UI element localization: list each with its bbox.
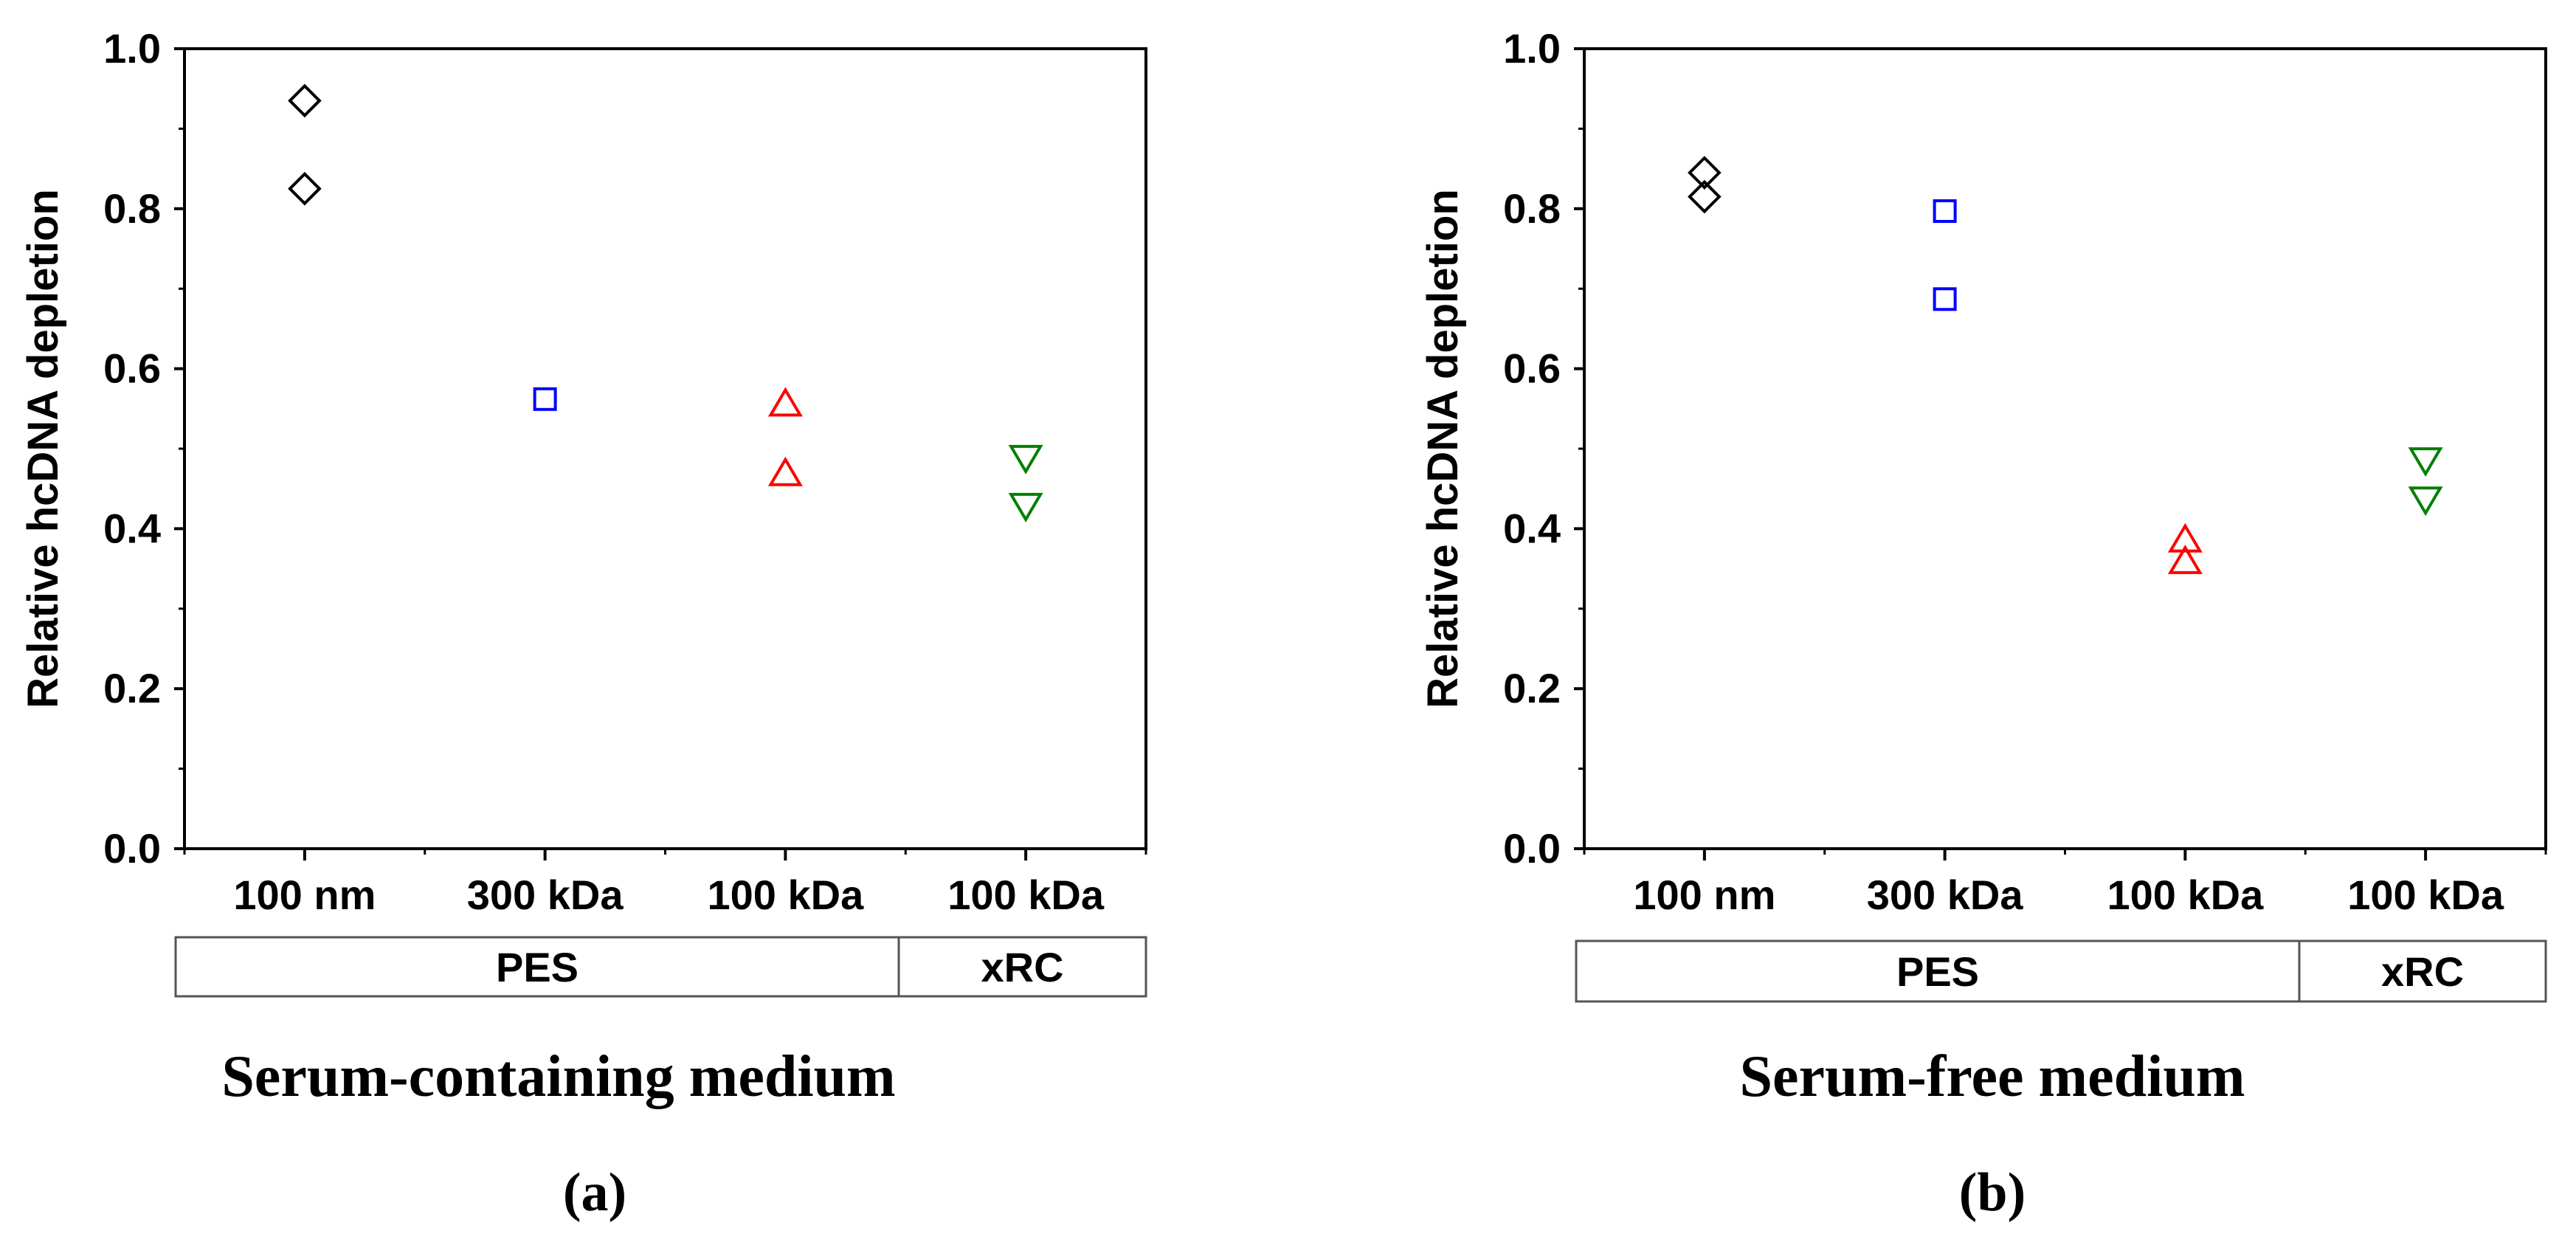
y-tick-label: 0.6 (1503, 345, 1561, 392)
x-category-label: 100 kDa (708, 872, 865, 918)
group-label: xRC (2381, 948, 2464, 995)
chart-panel-1: 0.0 0.2 0.4 0.6 0.8 1.0 100 nm 300 kDa 100 kDa 10… (19, 25, 1147, 1223)
data-point-triangle-down (1008, 444, 1043, 475)
y-tick-label: 0.2 (1503, 665, 1561, 711)
y-tick-label: 0.0 (103, 825, 161, 872)
y-tick-label: 0.2 (103, 665, 161, 711)
y-tick-label: 1.0 (103, 25, 161, 72)
data-point-diamond (288, 83, 322, 118)
data-point-triangle-up (767, 387, 803, 417)
data-point-square (1933, 287, 1957, 311)
x-category-label: 300 kDa (467, 872, 624, 918)
data-point-square (533, 387, 557, 411)
group-label: PES (1896, 948, 1979, 995)
y-tick-label: 0.0 (1503, 825, 1561, 872)
group-label: PES (496, 944, 579, 990)
group-box (897, 936, 1147, 998)
group-label: xRC (981, 944, 1063, 990)
data-point-triangle-down (2408, 447, 2443, 477)
plot-frame (1583, 47, 2547, 850)
data-point-diamond (1688, 179, 1722, 214)
x-category-label: 300 kDa (1867, 872, 2024, 918)
x-category-label: 100 kDa (2347, 872, 2504, 918)
y-tick-label: 0.4 (103, 505, 161, 551)
x-category-label: 100 nm (233, 872, 376, 918)
chart-panel-2: 0.0 0.2 0.4 0.6 0.8 1.0 100 nm 300 kDa 100 kDa 10… (1419, 25, 2547, 1223)
y-tick-label: 1.0 (1503, 25, 1561, 72)
y-axis-title: Relative hcDNA depletion (19, 189, 67, 708)
data-point-triangle-up (2167, 544, 2203, 574)
data-point-diamond (288, 171, 322, 206)
x-category-label: 100 kDa (947, 872, 1105, 918)
data-point-square (1933, 199, 1957, 224)
data-point-triangle-up (2167, 523, 2203, 553)
plot-frame (183, 47, 1147, 850)
y-axis-title: Relative hcDNA depletion (1419, 189, 1467, 708)
panel-label: (b) (1959, 1162, 2026, 1223)
y-tick-label: 0.6 (103, 345, 161, 392)
y-tick-label: 0.8 (103, 185, 161, 232)
data-point-diamond (1688, 156, 1722, 190)
panel-label: (a) (563, 1162, 626, 1223)
x-category-label: 100 nm (1633, 872, 1775, 918)
panel-caption: Serum-containing medium (221, 1044, 895, 1109)
x-category-label: 100 kDa (2107, 872, 2265, 918)
y-tick-label: 0.4 (1503, 505, 1561, 551)
y-tick-label: 0.8 (1503, 185, 1561, 232)
data-point-triangle-down (2408, 486, 2443, 517)
group-box (2298, 939, 2547, 1003)
data-point-triangle-up (767, 456, 803, 486)
panel-caption: Serum-free medium (1740, 1044, 2245, 1109)
data-point-triangle-down (1008, 492, 1043, 523)
